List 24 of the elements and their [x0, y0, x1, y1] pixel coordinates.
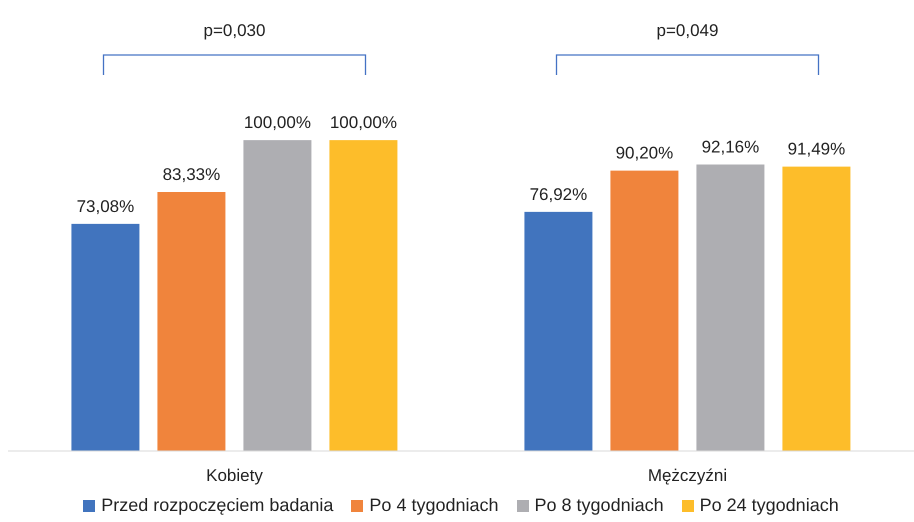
data-label: 76,92%: [530, 184, 588, 204]
text: p=0,030: [204, 21, 266, 40]
x-tick-label: Kobiety: [206, 466, 264, 486]
bar: [329, 140, 398, 451]
data-label: 91,49%: [788, 140, 846, 159]
text: p=0,049: [656, 21, 718, 40]
bar: [71, 224, 140, 451]
bar: [243, 140, 312, 451]
legend-label: Po 8 tygodniach: [534, 495, 664, 516]
bar: [782, 166, 850, 451]
x-tick-label: Mężczyźni: [648, 466, 728, 486]
legend-label: Po 24 tygodniach: [700, 495, 839, 516]
data-label: 90,20%: [616, 144, 674, 163]
bar: [610, 170, 678, 451]
bar: [696, 164, 764, 451]
data-label: 83,33%: [162, 164, 220, 184]
bar: [524, 212, 592, 451]
legend-label: Przed rozpoczęciem badania: [101, 495, 334, 516]
data-label: 92,16%: [702, 138, 760, 157]
legend-label: Po 4 tygodniach: [369, 495, 499, 516]
data-label: 73,08%: [76, 196, 134, 216]
data-label: 100,00%: [244, 113, 311, 132]
bar: [157, 192, 226, 451]
data-label: 100,00%: [330, 113, 397, 132]
